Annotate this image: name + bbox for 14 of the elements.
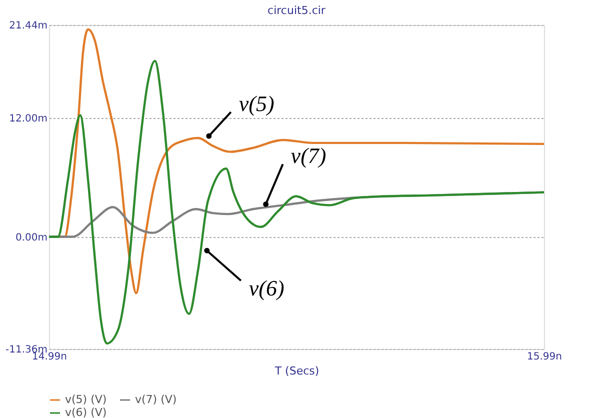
y-tick-label: 21.44m	[9, 20, 48, 32]
legend-label: v(7) (V)	[135, 393, 177, 406]
y-tick-label: 12.00m	[9, 114, 48, 125]
legend-label: v(6) (V)	[65, 406, 107, 418]
chart-title: circuit5.cir	[268, 4, 326, 17]
x-tick-label: 15.99n	[527, 352, 562, 362]
annotation: v(5)	[238, 91, 274, 116]
line-series	[48, 60, 546, 345]
x-axis-title: T (Secs)	[274, 364, 320, 378]
annotation: v(7)	[290, 143, 326, 168]
x-tick-label: 14.99n	[32, 352, 67, 362]
annotation: v(6)	[248, 276, 284, 301]
y-tick-label: 0.00m	[15, 232, 48, 244]
legend-label: v(5) (V)	[65, 393, 107, 406]
